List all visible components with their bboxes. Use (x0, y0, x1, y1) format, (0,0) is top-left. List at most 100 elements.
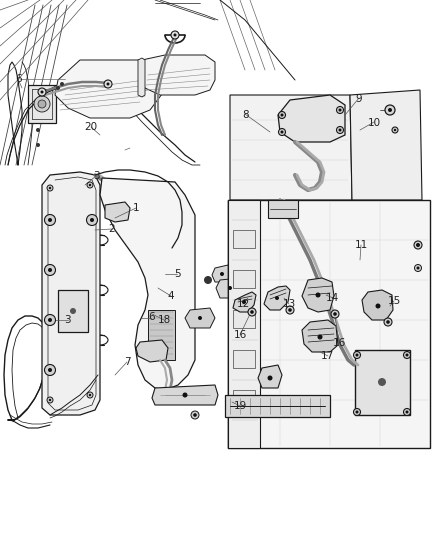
Polygon shape (233, 292, 256, 312)
Polygon shape (42, 172, 100, 415)
Text: 6: 6 (148, 312, 155, 322)
Circle shape (403, 408, 410, 416)
Circle shape (279, 111, 286, 118)
Text: 6: 6 (15, 74, 22, 84)
Polygon shape (58, 290, 88, 332)
Text: 14: 14 (326, 294, 339, 303)
Circle shape (45, 314, 56, 326)
Polygon shape (185, 308, 215, 328)
Polygon shape (230, 95, 352, 200)
Polygon shape (233, 230, 255, 248)
Circle shape (248, 308, 256, 316)
Circle shape (336, 126, 343, 133)
Circle shape (275, 296, 279, 300)
Circle shape (403, 351, 410, 359)
Circle shape (331, 310, 339, 318)
Circle shape (228, 286, 232, 290)
Circle shape (378, 378, 386, 386)
Circle shape (339, 109, 342, 111)
Circle shape (198, 316, 202, 320)
Polygon shape (233, 270, 255, 288)
Circle shape (385, 105, 395, 115)
Text: 9: 9 (356, 94, 363, 103)
Circle shape (86, 214, 98, 225)
Circle shape (60, 82, 64, 86)
Circle shape (280, 114, 283, 117)
Circle shape (353, 408, 360, 416)
Polygon shape (138, 58, 145, 97)
Text: 15: 15 (388, 296, 401, 306)
Circle shape (36, 143, 40, 147)
Circle shape (56, 86, 60, 90)
Text: 12: 12 (237, 299, 250, 309)
Text: 18: 18 (158, 315, 171, 325)
Circle shape (89, 184, 91, 186)
Circle shape (315, 293, 321, 297)
Circle shape (286, 306, 294, 314)
Circle shape (45, 264, 56, 276)
Circle shape (48, 318, 52, 322)
Circle shape (48, 268, 52, 272)
Polygon shape (268, 200, 298, 218)
Circle shape (49, 399, 51, 401)
Circle shape (339, 128, 342, 132)
Circle shape (318, 335, 322, 340)
Circle shape (384, 318, 392, 326)
Circle shape (242, 300, 246, 304)
Circle shape (356, 410, 358, 414)
Circle shape (280, 131, 283, 133)
Circle shape (279, 128, 286, 135)
Circle shape (173, 34, 177, 36)
Circle shape (193, 413, 197, 417)
Circle shape (388, 108, 392, 112)
Circle shape (49, 187, 51, 189)
Text: 8: 8 (242, 110, 249, 119)
Circle shape (104, 80, 112, 88)
Circle shape (417, 266, 420, 270)
Circle shape (171, 31, 179, 39)
Text: 16: 16 (233, 330, 247, 340)
Circle shape (406, 353, 409, 357)
Polygon shape (228, 200, 430, 448)
Polygon shape (302, 278, 334, 312)
Circle shape (414, 241, 422, 249)
Circle shape (333, 312, 337, 316)
Circle shape (90, 218, 94, 222)
Circle shape (191, 411, 199, 419)
Circle shape (34, 96, 50, 112)
Polygon shape (258, 365, 282, 388)
Polygon shape (228, 200, 260, 448)
Circle shape (87, 182, 93, 188)
Text: 4: 4 (167, 291, 174, 301)
Polygon shape (233, 350, 255, 368)
Polygon shape (264, 286, 290, 310)
Polygon shape (362, 290, 393, 320)
Text: 3: 3 (64, 315, 71, 325)
Circle shape (392, 127, 398, 133)
Circle shape (406, 410, 409, 414)
Circle shape (250, 310, 254, 314)
Polygon shape (105, 202, 130, 222)
Circle shape (386, 320, 390, 324)
Text: 2: 2 (108, 224, 115, 234)
Circle shape (48, 218, 52, 222)
Circle shape (70, 308, 76, 314)
Polygon shape (28, 85, 56, 123)
Text: 19: 19 (233, 401, 247, 411)
Text: 11: 11 (355, 240, 368, 250)
Text: 10: 10 (368, 118, 381, 127)
Circle shape (356, 353, 358, 357)
Polygon shape (350, 90, 422, 200)
Circle shape (416, 243, 420, 247)
Circle shape (38, 88, 46, 96)
Circle shape (288, 308, 292, 312)
Circle shape (40, 91, 43, 93)
Text: 17: 17 (321, 351, 334, 361)
Polygon shape (278, 95, 345, 142)
Polygon shape (233, 390, 255, 408)
Text: 20: 20 (85, 122, 98, 132)
Polygon shape (233, 310, 255, 328)
Circle shape (268, 376, 272, 381)
Polygon shape (225, 395, 330, 417)
Polygon shape (136, 340, 168, 362)
